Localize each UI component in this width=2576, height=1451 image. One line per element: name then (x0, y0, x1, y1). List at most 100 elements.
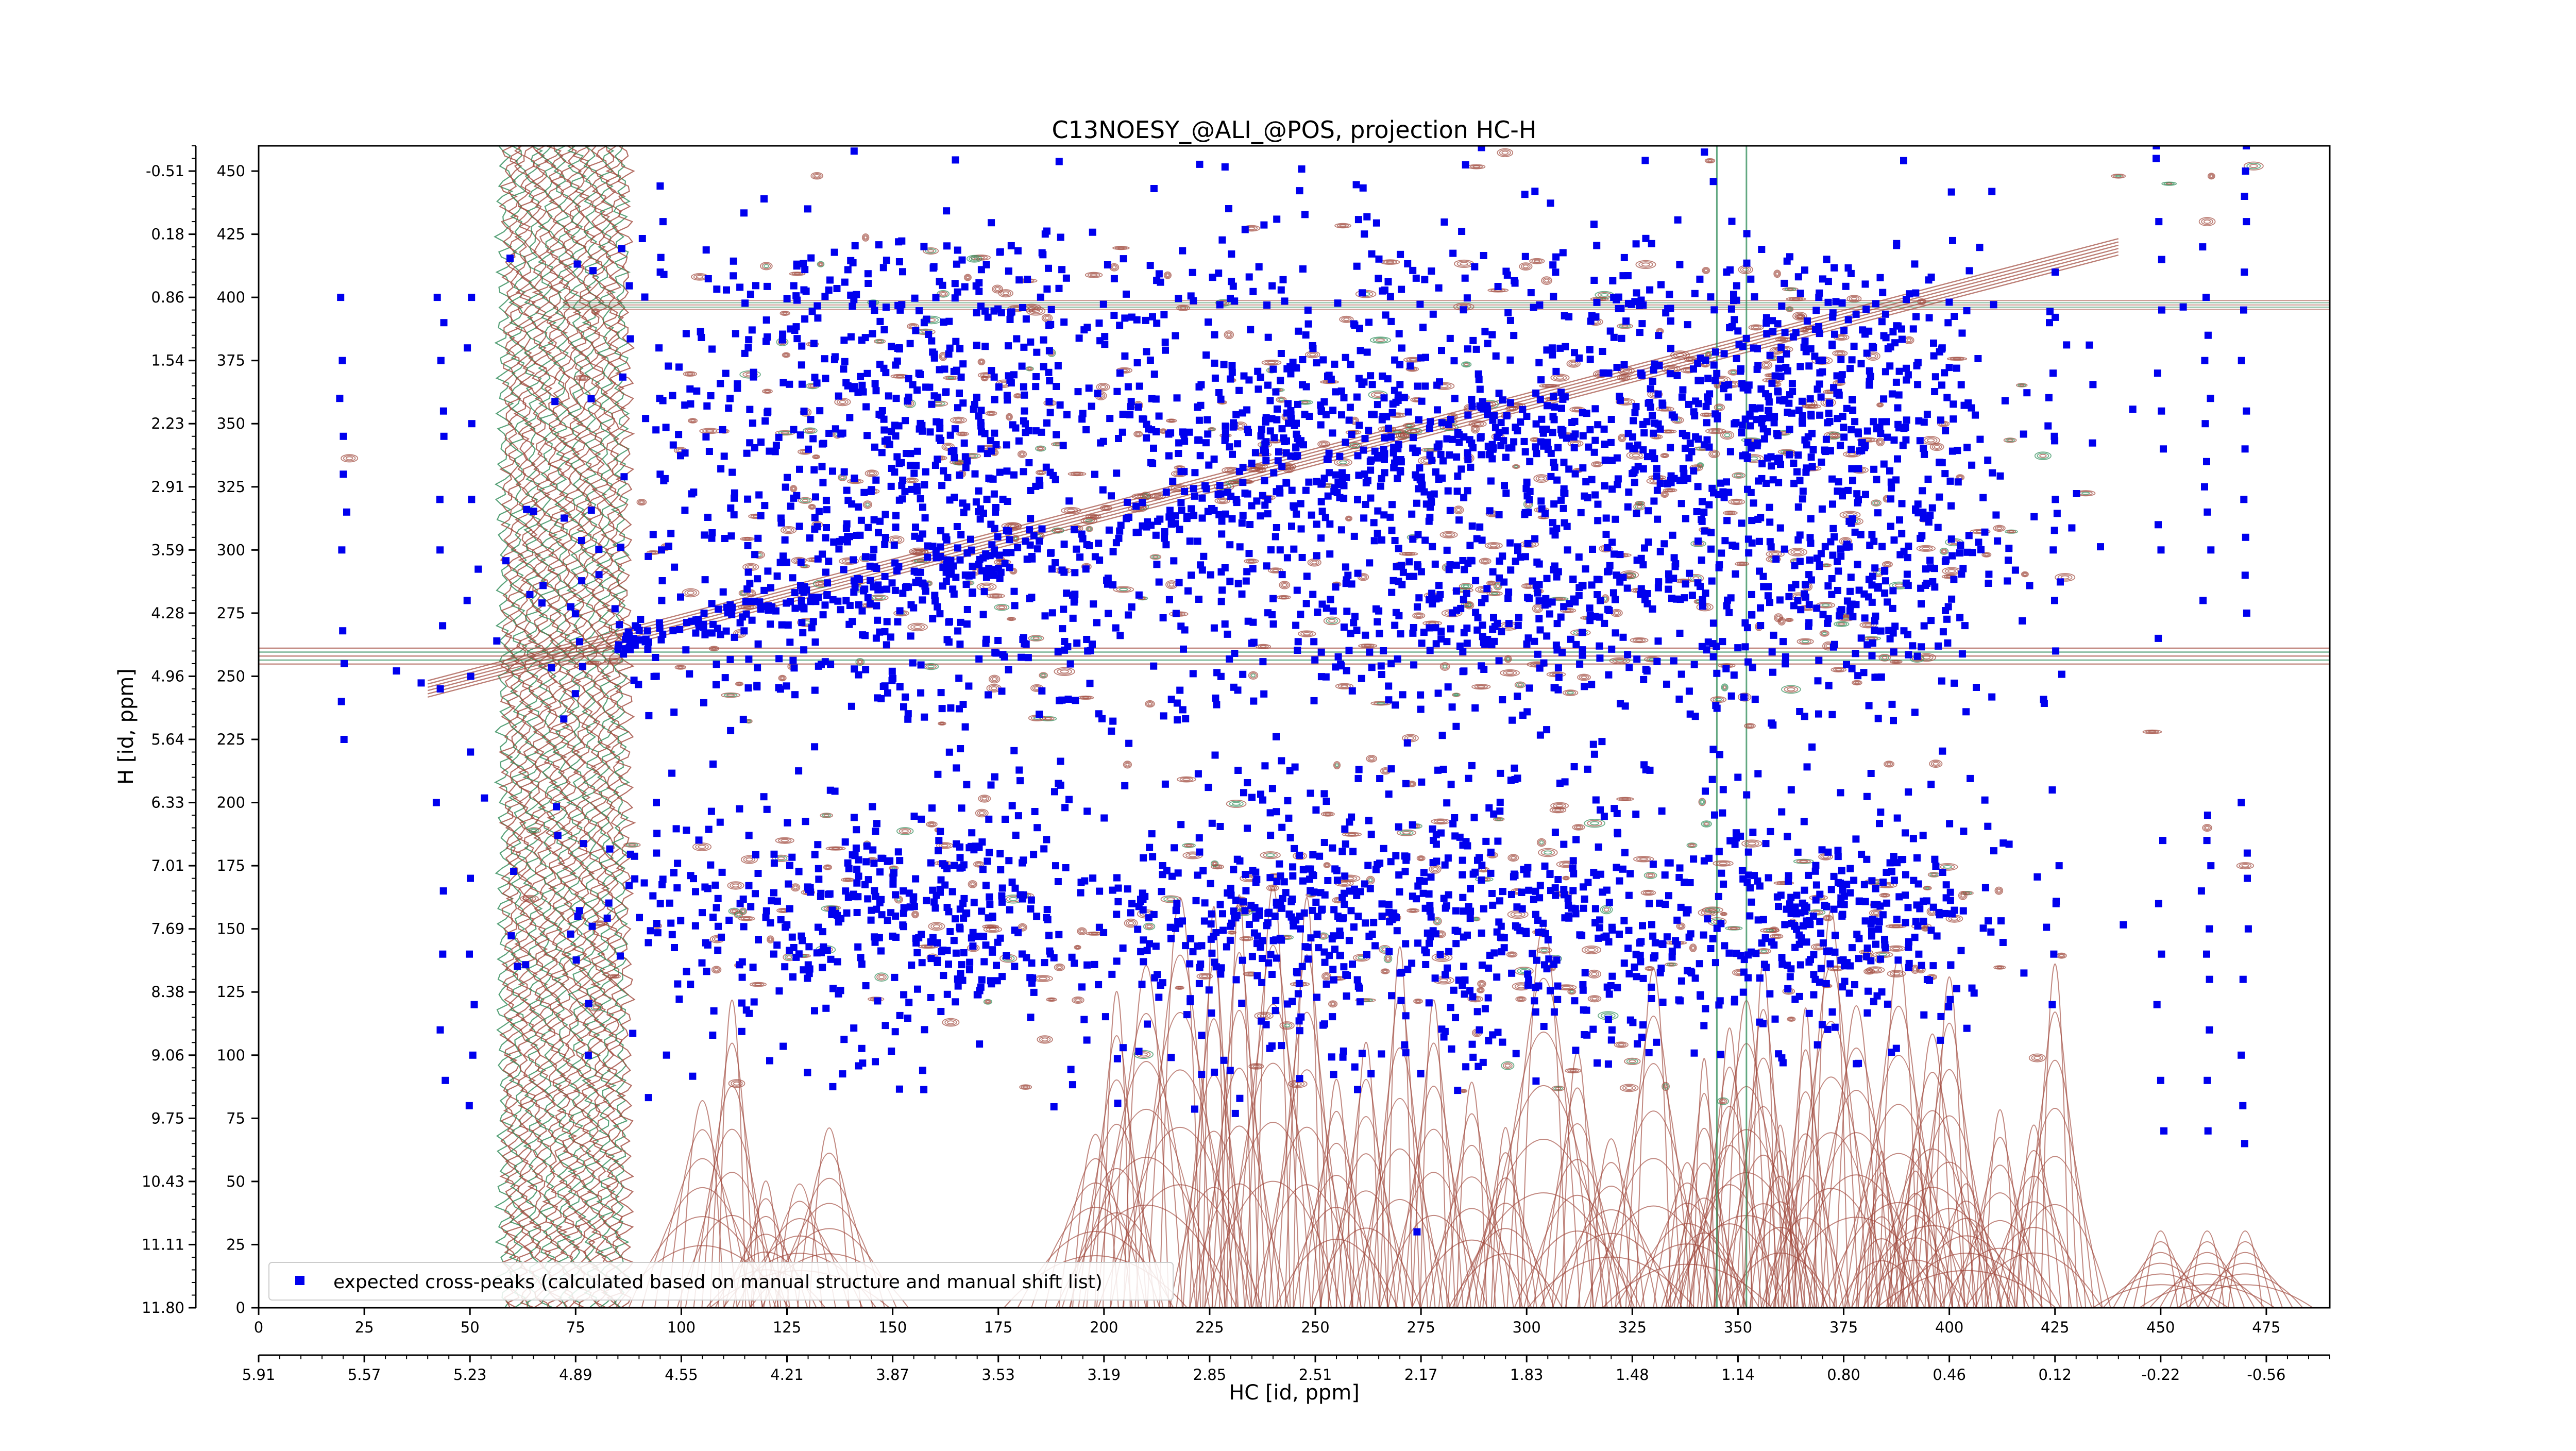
cross-peak-marker (1836, 392, 1843, 399)
cross-peak-marker (1116, 369, 1124, 377)
cross-peak-marker (796, 522, 803, 530)
cross-peak-marker (1187, 537, 1194, 545)
cross-peak-marker (1765, 407, 1772, 414)
cross-peak-marker (1989, 469, 1996, 477)
cross-peak-marker (761, 417, 769, 425)
cross-peak-marker (1324, 373, 1331, 380)
cross-peak-marker (1471, 704, 1479, 712)
cross-peak-marker (2089, 381, 2096, 388)
cross-peak-marker (917, 371, 924, 378)
cross-peak-marker (1161, 528, 1168, 535)
cross-peak-marker (1376, 630, 1383, 637)
cross-peak-marker (1931, 388, 1938, 395)
cross-peak-marker (1532, 390, 1539, 397)
cross-peak-marker (1944, 319, 1952, 326)
cross-peak-marker (1004, 467, 1011, 475)
cross-peak-marker (1305, 479, 1312, 486)
cross-peak-marker (1537, 376, 1545, 383)
cross-peak-marker (1224, 631, 1231, 638)
cross-peak-marker (1421, 382, 1429, 390)
cross-peak-marker (1453, 587, 1460, 595)
cross-peak-marker (1747, 422, 1754, 429)
cross-peak-marker (1445, 683, 1452, 690)
cross-peak-marker (1631, 479, 1638, 486)
cross-peak-marker (840, 566, 848, 573)
cross-peak-marker (1414, 603, 1421, 611)
cross-peak-marker (1218, 586, 1226, 594)
cross-peak-marker (1571, 349, 1578, 356)
cross-peak-marker (1338, 526, 1345, 533)
cross-peak-marker (1329, 429, 1336, 436)
cross-peak-marker (835, 545, 842, 552)
cross-peak-marker (1635, 463, 1642, 470)
cross-peak-marker (1557, 614, 1565, 621)
cross-peak-marker (1650, 430, 1657, 437)
cross-peak-marker (1591, 405, 1599, 412)
cross-peak-marker (1624, 585, 1631, 592)
cross-peak-marker (943, 242, 951, 249)
cross-peak-marker (840, 365, 847, 373)
cross-peak-marker (1409, 445, 1416, 452)
cross-peak-marker (1727, 594, 1735, 601)
cross-peak-marker (757, 512, 765, 519)
cross-peak-marker (995, 565, 1002, 572)
cross-peak-marker (1048, 306, 1055, 313)
cross-peak-marker (706, 448, 713, 455)
cross-peak-marker (773, 442, 780, 449)
cross-peak-marker (940, 467, 947, 475)
cross-peak-marker (1362, 435, 1369, 442)
cross-peak-marker (713, 661, 720, 668)
cross-peak-marker (645, 553, 652, 560)
cross-peak-marker (1437, 451, 1445, 458)
cross-peak-marker (1408, 511, 1415, 518)
cross-peak-marker (1136, 383, 1143, 390)
cross-peak-marker (1972, 412, 1979, 419)
cross-peak-marker (1292, 444, 1299, 451)
cross-peak-marker (1294, 452, 1301, 459)
cross-peak-marker (1726, 324, 1733, 331)
cross-peak-marker (1086, 384, 1093, 392)
cross-peak-marker (882, 573, 889, 580)
cross-peak-marker (1548, 450, 1555, 457)
cross-peak-marker (671, 564, 678, 571)
cross-peak-marker (1395, 612, 1402, 619)
cross-peak-marker (1672, 563, 1679, 570)
cross-peak-marker (1637, 590, 1644, 598)
cross-peak-marker (665, 363, 672, 370)
cross-peak-marker (957, 556, 964, 564)
cross-peak-marker (1336, 453, 1343, 460)
cross-peak-marker (774, 572, 781, 580)
cross-peak-marker (751, 551, 758, 558)
cross-peak-marker (1781, 546, 1788, 553)
cross-peak-marker (994, 533, 1002, 541)
cross-peak-marker (881, 541, 888, 548)
cross-peak-marker (790, 426, 798, 433)
cross-peak-marker (984, 450, 991, 457)
cross-peak-marker (683, 619, 690, 626)
cross-peak-marker (874, 617, 881, 624)
cross-peak-marker (1657, 281, 1665, 289)
cross-peak-marker (1438, 347, 1445, 354)
cross-peak-marker (943, 536, 951, 544)
cross-peak-marker (1840, 327, 1848, 334)
cross-peak-marker (978, 567, 986, 575)
cross-peak-marker (1186, 429, 1193, 436)
cross-peak-marker (1733, 355, 1740, 362)
cross-peak-marker (1483, 585, 1490, 592)
cross-peak-marker (1246, 550, 1253, 557)
cross-peak-marker (1804, 317, 1811, 325)
cross-peak-marker (964, 606, 971, 613)
cross-peak-marker (2129, 406, 2137, 413)
cross-peak-marker (1217, 490, 1225, 497)
cross-peak-marker (1199, 515, 1206, 522)
cross-peak-marker (1579, 652, 1586, 659)
cross-peak-marker (825, 430, 833, 437)
cross-peak-marker (1578, 509, 1585, 516)
cross-peak-marker (1287, 411, 1295, 418)
cross-peak-marker (952, 338, 959, 345)
cross-peak-marker (784, 474, 791, 481)
cross-peak-marker (745, 655, 752, 663)
cross-peak-marker (1882, 368, 1889, 375)
cross-peak-marker (1190, 485, 1197, 492)
